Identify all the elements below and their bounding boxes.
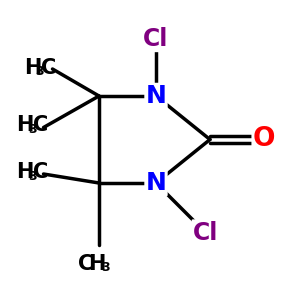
Text: C: C <box>33 116 48 135</box>
Text: H: H <box>24 58 41 77</box>
Text: H: H <box>16 116 34 135</box>
Text: H: H <box>88 254 105 274</box>
Text: 3: 3 <box>35 64 44 78</box>
Text: Cl: Cl <box>143 27 169 51</box>
Text: Cl: Cl <box>193 220 218 244</box>
Text: N: N <box>146 171 167 195</box>
Text: O: O <box>253 127 275 152</box>
Text: 3: 3 <box>101 261 110 274</box>
Text: H: H <box>16 163 34 182</box>
Text: C: C <box>40 58 56 77</box>
Text: C: C <box>33 163 48 182</box>
Text: N: N <box>146 84 167 108</box>
Text: C: C <box>78 254 93 274</box>
Text: 3: 3 <box>28 169 37 183</box>
Text: 3: 3 <box>28 122 37 136</box>
